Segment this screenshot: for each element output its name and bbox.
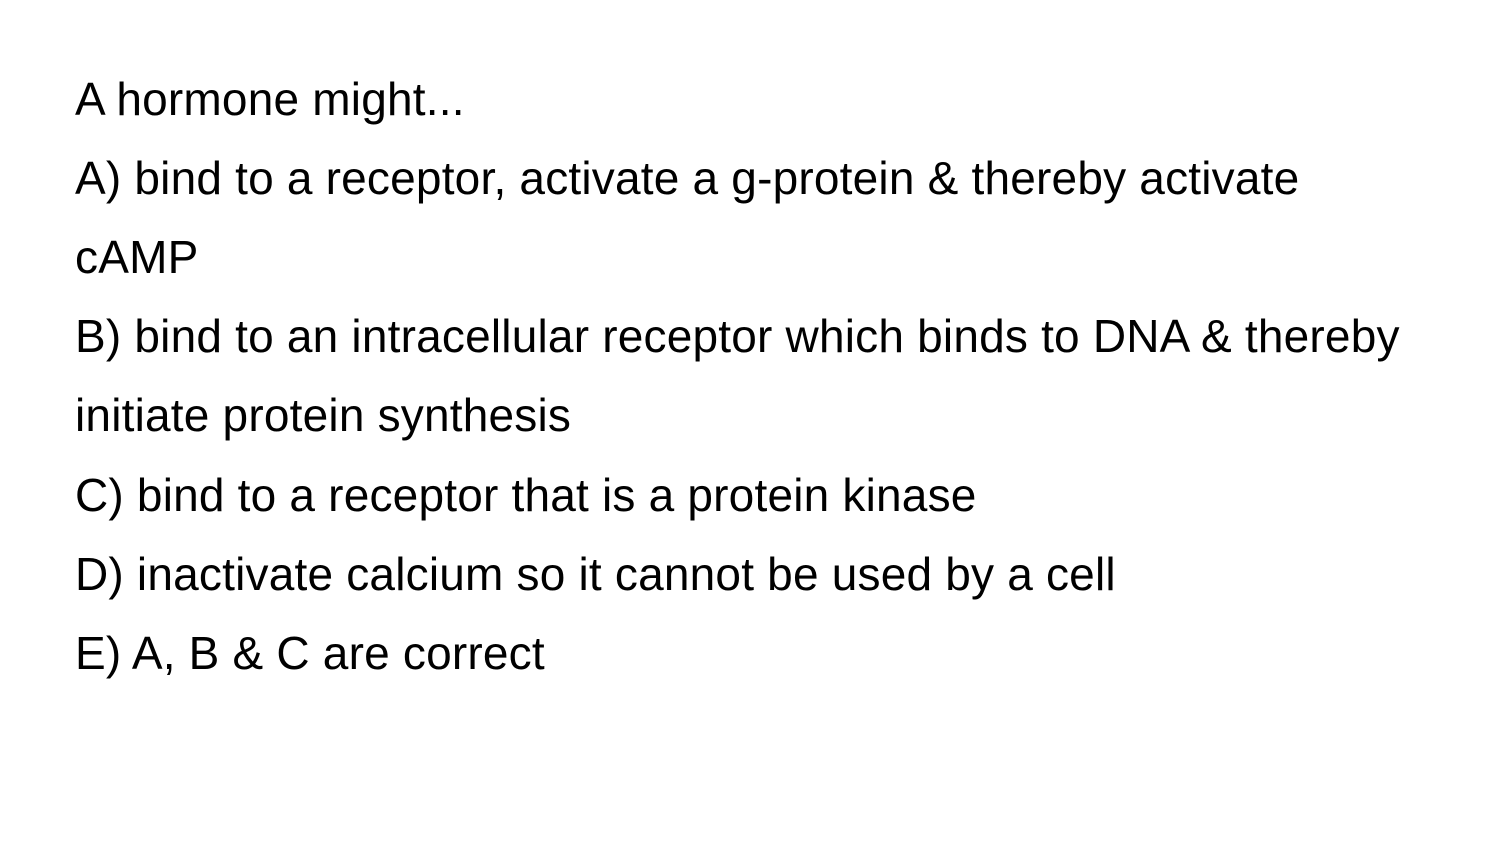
option-a: A) bind to a receptor, activate a g-prot… xyxy=(75,139,1425,297)
question-block: A hormone might... A) bind to a receptor… xyxy=(0,0,1500,733)
option-c: C) bind to a receptor that is a protein … xyxy=(75,456,1425,535)
question-stem: A hormone might... xyxy=(75,60,1425,139)
option-d: D) inactivate calcium so it cannot be us… xyxy=(75,535,1425,614)
option-b: B) bind to an intracellular receptor whi… xyxy=(75,297,1425,455)
option-e: E) A, B & C are correct xyxy=(75,614,1425,693)
